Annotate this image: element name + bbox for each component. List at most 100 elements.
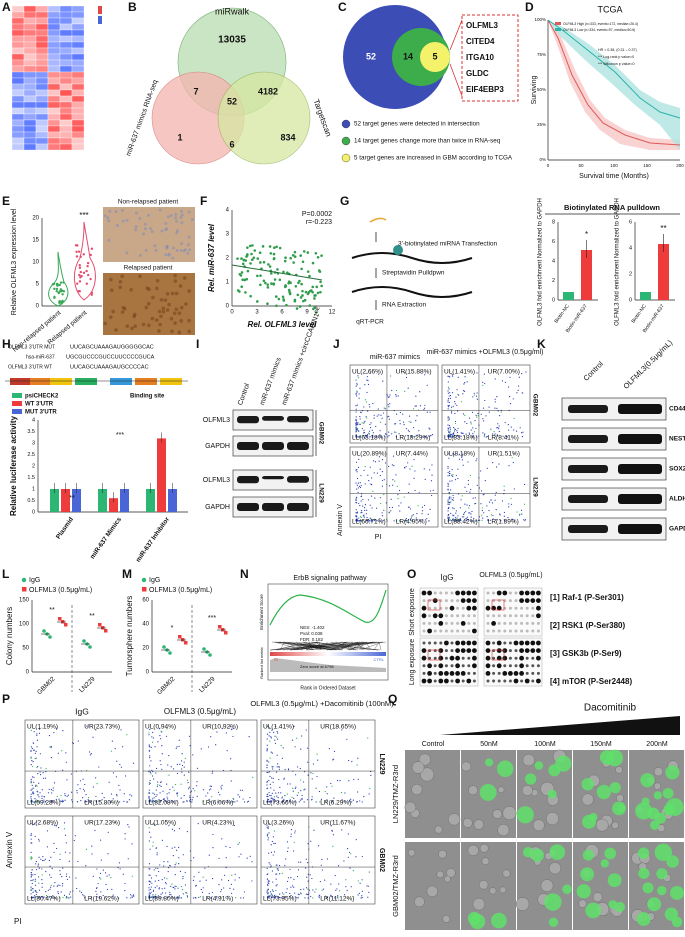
event bbox=[490, 499, 492, 501]
texture bbox=[125, 218, 129, 222]
texture bbox=[153, 244, 157, 248]
sequence: UUCAGCUAAAGAUGGGGGCAC bbox=[70, 344, 154, 350]
panel-label: G bbox=[340, 194, 349, 208]
event bbox=[149, 765, 151, 767]
cell bbox=[411, 761, 425, 774]
spot bbox=[450, 664, 454, 668]
event bbox=[39, 771, 41, 773]
event bbox=[464, 421, 466, 423]
event bbox=[31, 760, 33, 762]
event bbox=[94, 829, 96, 832]
event bbox=[69, 852, 71, 854]
event bbox=[410, 421, 412, 423]
event bbox=[358, 397, 360, 399]
tick-label: 0.5 bbox=[27, 498, 35, 504]
legend-text: IgG bbox=[149, 577, 160, 584]
event bbox=[268, 771, 270, 773]
event bbox=[469, 491, 471, 493]
texture bbox=[155, 279, 160, 283]
event bbox=[266, 798, 269, 800]
event bbox=[472, 432, 474, 435]
event bbox=[163, 877, 166, 879]
event bbox=[453, 430, 456, 432]
spot bbox=[421, 605, 427, 611]
event bbox=[385, 502, 387, 504]
event bbox=[174, 846, 176, 848]
event bbox=[468, 432, 470, 434]
spot bbox=[524, 598, 530, 603]
event bbox=[418, 430, 420, 432]
event bbox=[477, 412, 479, 415]
event bbox=[285, 891, 287, 894]
event bbox=[398, 489, 401, 492]
event bbox=[267, 883, 269, 885]
event bbox=[164, 892, 167, 894]
event bbox=[461, 495, 463, 497]
heat-cell bbox=[59, 17, 73, 25]
spot bbox=[472, 598, 477, 603]
legend-swatch bbox=[12, 401, 22, 406]
event bbox=[355, 501, 357, 504]
event bbox=[297, 893, 299, 895]
event bbox=[50, 745, 53, 748]
event bbox=[459, 507, 461, 509]
event bbox=[378, 460, 380, 462]
tick-label: 150 bbox=[19, 598, 30, 604]
tick-label: 50 bbox=[22, 646, 29, 652]
heat-cell bbox=[23, 65, 37, 73]
event bbox=[175, 862, 177, 864]
hit bbox=[276, 641, 333, 651]
event bbox=[368, 891, 370, 893]
legend-swatch bbox=[12, 409, 22, 414]
spot bbox=[486, 621, 490, 625]
axis-label: Enrichment Score bbox=[259, 594, 264, 630]
event bbox=[148, 863, 151, 865]
spot bbox=[433, 679, 437, 683]
event bbox=[272, 881, 274, 883]
heat-cell bbox=[35, 143, 49, 151]
fluorescence bbox=[479, 783, 497, 801]
spot bbox=[524, 590, 530, 596]
count: 1 bbox=[177, 132, 182, 142]
event bbox=[355, 411, 357, 413]
event bbox=[456, 430, 458, 432]
axis-label: OLFML3 fold enrichment Normalized to GAP… bbox=[538, 198, 544, 326]
event bbox=[463, 516, 465, 518]
event bbox=[482, 407, 485, 409]
event bbox=[307, 880, 309, 882]
point bbox=[76, 282, 79, 285]
event bbox=[165, 735, 168, 737]
event bbox=[42, 855, 44, 858]
fluorescence bbox=[525, 773, 537, 785]
event bbox=[355, 482, 357, 484]
event bbox=[176, 849, 178, 851]
event bbox=[372, 432, 374, 434]
event bbox=[318, 897, 320, 899]
tick-label: 10 bbox=[32, 260, 39, 266]
event bbox=[244, 801, 246, 803]
spot bbox=[486, 614, 490, 618]
heat-cell bbox=[35, 119, 49, 127]
event bbox=[292, 896, 294, 898]
event bbox=[155, 800, 158, 802]
event bbox=[149, 782, 151, 784]
event bbox=[379, 517, 381, 520]
event bbox=[356, 519, 358, 522]
event bbox=[202, 876, 204, 878]
point bbox=[285, 303, 288, 307]
event bbox=[266, 795, 268, 798]
spot bbox=[536, 640, 541, 646]
event bbox=[364, 509, 366, 511]
event bbox=[447, 499, 449, 501]
spot bbox=[524, 640, 530, 646]
event bbox=[74, 835, 76, 837]
heat-cell bbox=[71, 23, 85, 31]
event bbox=[64, 799, 66, 801]
texture bbox=[158, 322, 162, 327]
spot bbox=[428, 614, 432, 618]
event bbox=[172, 855, 174, 857]
cell bbox=[426, 885, 438, 897]
event bbox=[402, 421, 405, 423]
spot bbox=[472, 614, 476, 618]
event bbox=[198, 871, 200, 873]
